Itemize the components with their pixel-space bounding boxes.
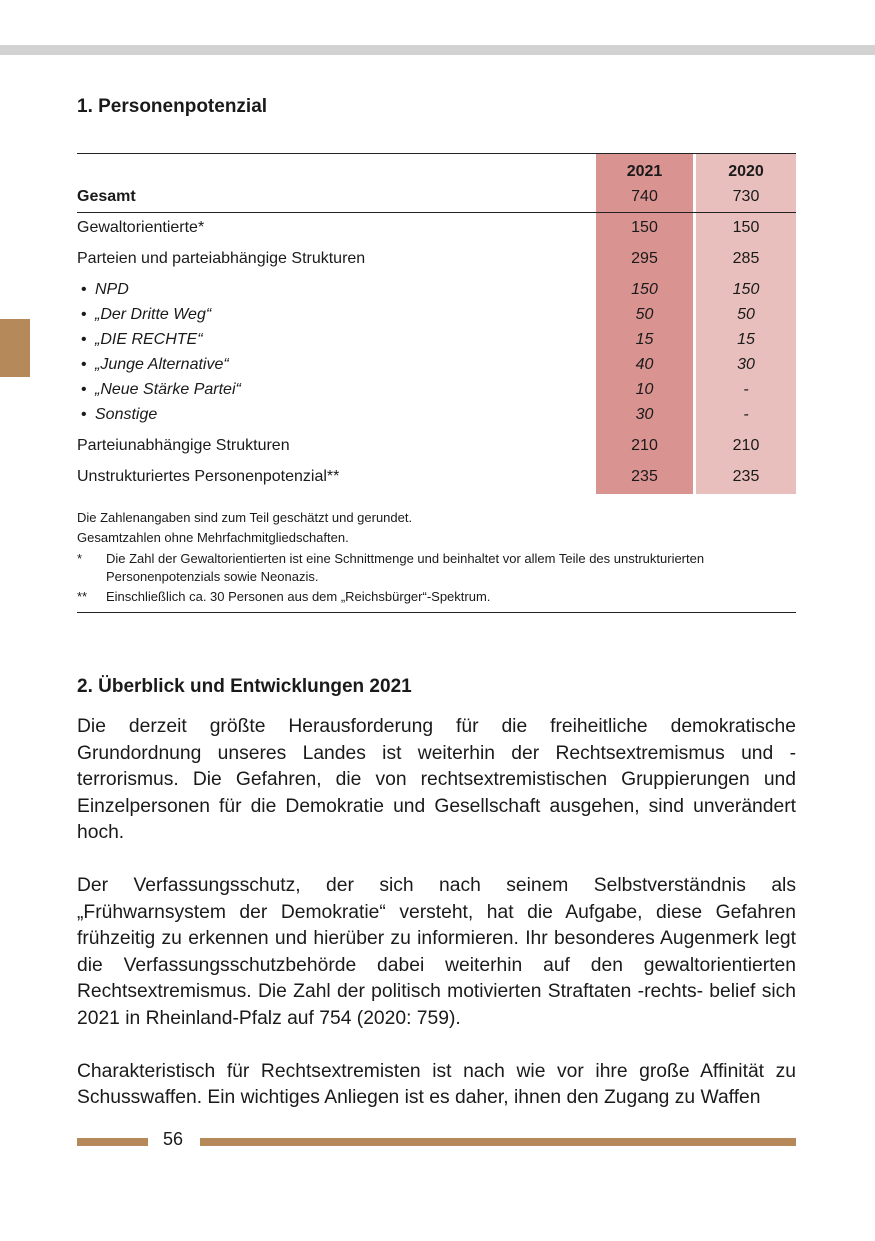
table-row: Unstrukturiertes Personenpotenzial** 235 2… bbox=[77, 466, 796, 488]
table-row: Parteien und parteiabhängige Strukturen 2… bbox=[77, 248, 796, 270]
value-2020: 285 bbox=[732, 250, 760, 267]
column-2021-shading bbox=[596, 153, 693, 494]
table-top-rule bbox=[77, 153, 796, 154]
paragraph: Charakteristisch für Rechtsextremisten i… bbox=[77, 1060, 796, 1109]
top-bar bbox=[0, 45, 875, 55]
footnote-2-text: Einschließlich ca. 30 Personen aus dem „… bbox=[106, 589, 491, 604]
total-2020: 730 bbox=[732, 188, 760, 205]
value-2020: 150 bbox=[732, 219, 760, 236]
footnote-1-text: Die Zahl der Gewaltorientierten ist eine… bbox=[106, 551, 705, 584]
table-row: NPD 150 150 bbox=[77, 279, 796, 301]
footer-bar-left bbox=[77, 1138, 148, 1146]
row-label: Parteiunabhängige Strukturen bbox=[77, 437, 290, 454]
table-row: „DIE RECHTE“ 15 15 bbox=[77, 329, 796, 351]
note-line-1: Die Zahlenangaben sind zum Teil geschätz… bbox=[77, 510, 413, 525]
row-label: „Neue Stärke Partei“ bbox=[81, 379, 241, 401]
value-2021: 50 bbox=[635, 306, 654, 323]
value-2020: 235 bbox=[732, 468, 760, 485]
value-2021: 30 bbox=[635, 406, 654, 423]
footnote-2-marker: ** bbox=[77, 589, 88, 604]
value-2021: 150 bbox=[631, 219, 658, 236]
value-2021: 10 bbox=[635, 381, 654, 398]
paragraph: Die derzeit größte Herausforderung für d… bbox=[77, 716, 796, 844]
total-label: Gesamt bbox=[77, 188, 136, 205]
value-2020: - bbox=[743, 406, 749, 423]
table-row: „Junge Alternative“ 40 30 bbox=[77, 354, 796, 376]
value-2020: 15 bbox=[737, 331, 755, 348]
value-2020: 210 bbox=[732, 437, 760, 454]
footer-bar-right bbox=[200, 1138, 796, 1146]
value-2021: 150 bbox=[631, 281, 658, 298]
table-row: Sonstige 30 - bbox=[77, 404, 796, 426]
footnote-1: * Die Zahl der Gewaltorientierten ist ei… bbox=[77, 550, 796, 586]
table-total-row: Gesamt 740 730 bbox=[77, 186, 796, 208]
row-label: Sonstige bbox=[81, 404, 157, 426]
value-2020: 30 bbox=[737, 356, 755, 373]
table-row: Gewaltorientierte* 150 150 bbox=[77, 217, 796, 239]
footnote-1-marker: * bbox=[77, 551, 83, 566]
row-label: Unstrukturiertes Personenpotenzial** bbox=[77, 468, 340, 485]
header-2021: 2021 bbox=[626, 163, 663, 180]
value-2021: 295 bbox=[631, 250, 658, 267]
table-header-rule bbox=[77, 212, 796, 213]
total-2021: 740 bbox=[631, 188, 658, 205]
header-2020: 2020 bbox=[728, 163, 764, 180]
chapter-tab-marker bbox=[0, 319, 30, 377]
row-label: Parteien und parteiabhängige Strukturen bbox=[77, 250, 366, 267]
section-1-heading: 1. Personenpotenzial bbox=[77, 96, 268, 117]
value-2020: 50 bbox=[737, 306, 755, 323]
paragraph: Der Verfassungsschutz, der sich nach sei… bbox=[77, 874, 796, 1029]
footnote-2: ** Einschließlich ca. 30 Personen aus de… bbox=[77, 588, 796, 606]
body-text: Die derzeit größte Herausforderung für d… bbox=[77, 714, 796, 1138]
row-label: Gewaltorientierte* bbox=[77, 219, 205, 236]
table-notes: Die Zahlenangaben sind zum Teil geschätz… bbox=[77, 508, 796, 613]
value-2021: 40 bbox=[635, 356, 654, 373]
table-row: „Neue Stärke Partei“ 10 - bbox=[77, 379, 796, 401]
table-header-row: 2021 2020 bbox=[77, 161, 796, 183]
row-label: NPD bbox=[81, 279, 129, 301]
page-number: 56 bbox=[163, 1129, 184, 1149]
value-2021: 15 bbox=[635, 331, 654, 348]
column-2020-shading bbox=[696, 153, 796, 494]
note-line-2: Gesamtzahlen ohne Mehrfachmitgliedschaft… bbox=[77, 530, 349, 545]
table-row: „Der Dritte Weg“ 50 50 bbox=[77, 304, 796, 326]
row-label: „Der Dritte Weg“ bbox=[81, 304, 211, 326]
value-2021: 210 bbox=[631, 437, 658, 454]
value-2021: 235 bbox=[631, 468, 658, 485]
row-label: „Junge Alternative“ bbox=[81, 354, 229, 376]
row-label: „DIE RECHTE“ bbox=[81, 329, 203, 351]
table-row: Parteiunabhängige Strukturen 210 210 bbox=[77, 435, 796, 457]
value-2020: - bbox=[743, 381, 749, 398]
value-2020: 150 bbox=[732, 281, 760, 298]
section-2-heading: 2. Überblick und Entwicklungen 2021 bbox=[77, 676, 412, 697]
